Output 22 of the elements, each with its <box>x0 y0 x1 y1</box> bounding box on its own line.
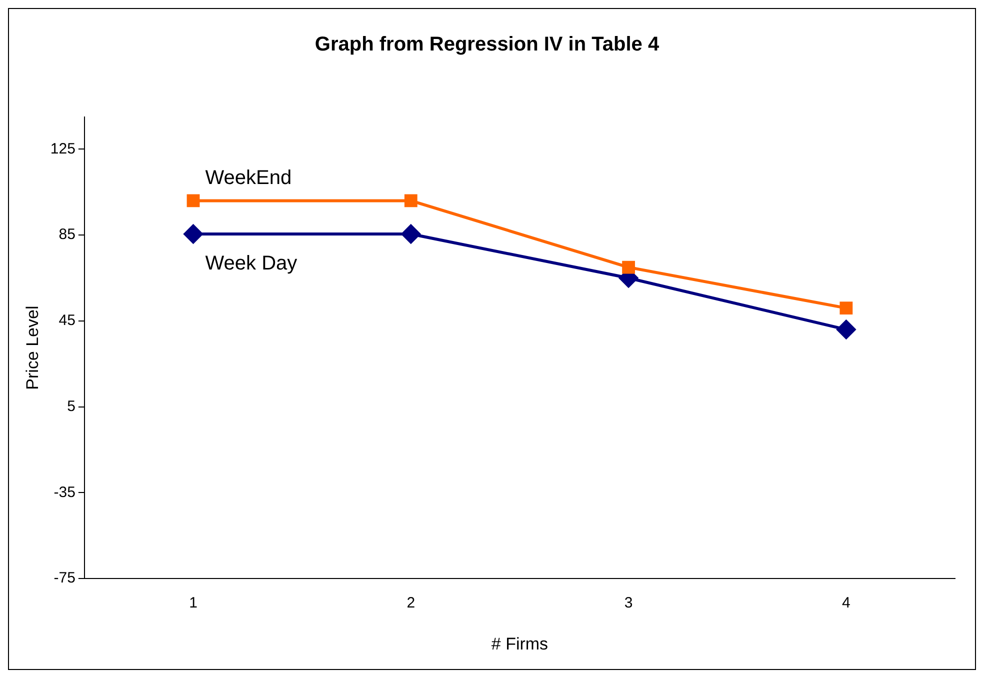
point <box>186 194 200 208</box>
point <box>836 320 856 340</box>
point <box>840 302 853 315</box>
y-axis-title: Price Level <box>22 306 42 390</box>
y-tick-label: -35 <box>54 484 76 501</box>
x-tick-label: 3 <box>624 594 633 612</box>
x-axis-title: # Firms <box>491 634 548 654</box>
y-tick-label: 5 <box>67 398 76 415</box>
x-tick-label: 1 <box>189 594 198 612</box>
point <box>622 260 635 274</box>
y-tick-label: 125 <box>50 140 76 158</box>
x-tick-label: 2 <box>406 594 416 612</box>
point <box>184 224 203 244</box>
y-tick-label: -75 <box>54 570 76 587</box>
y-tick-label: 45 <box>58 312 76 330</box>
point <box>404 194 418 208</box>
point <box>401 224 420 244</box>
series-label: WeekEnd <box>205 167 292 190</box>
chart-title: Graph from Regression IV in Table 4 <box>314 34 660 56</box>
series-label: Week Day <box>205 252 298 275</box>
x-tick-label: 4 <box>842 594 850 612</box>
y-tick-label: 85 <box>58 226 76 244</box>
